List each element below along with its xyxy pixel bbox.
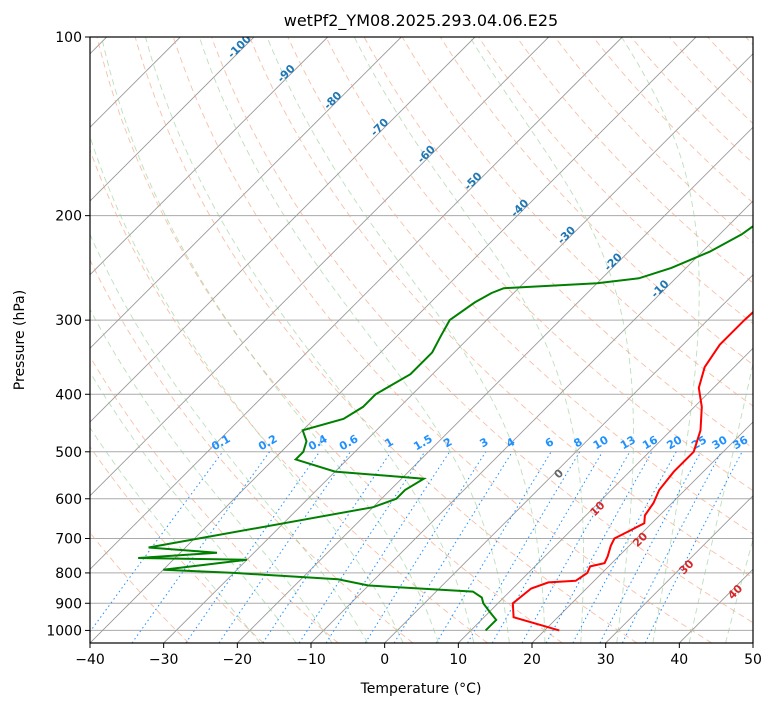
dry-adiabat-line: [211, 37, 753, 624]
dry-adiabat-line: [401, 37, 753, 407]
dry-adiabat-line: [134, 37, 638, 643]
moist-adiabat-line: [145, 37, 475, 643]
isotherm-line: [90, 37, 697, 643]
moist-adiabat-line: [90, 135, 404, 643]
moist-adiabat-line: [725, 537, 753, 643]
mixing-ratio-line: [521, 451, 631, 643]
x-tick-label: 40: [670, 652, 688, 668]
moist-adiabat-line: [621, 37, 700, 643]
y-axis-label: Pressure (hPa): [12, 290, 28, 390]
y-tick-label: 300: [55, 313, 82, 329]
x-tick-label: 20: [523, 652, 541, 668]
isotherm-line: [457, 347, 753, 643]
x-tick-label: −20: [223, 652, 253, 668]
moist-adiabat-line: [90, 233, 369, 643]
mixing-ratio-line: [467, 451, 581, 643]
dry-adiabat-line: [592, 37, 753, 204]
plot-frame: [89, 36, 754, 644]
mixing-ratio-line: [325, 451, 451, 643]
x-tick-label: 30: [597, 652, 615, 668]
moist-adiabat-line: [266, 37, 546, 643]
isotherm-line: [163, 53, 753, 643]
isotherm-line: [90, 37, 476, 423]
dry-adiabat-line: [516, 37, 753, 284]
y-tick-label: 500: [55, 445, 82, 461]
x-tick-label: 50: [744, 652, 762, 668]
isotherm-line: [90, 37, 255, 202]
isotherm-line: [236, 126, 753, 643]
x-tick-label: 10: [449, 652, 467, 668]
mixing-ratio-line: [572, 451, 677, 643]
mixing-ratio-line: [364, 451, 487, 643]
y-tick-label: 400: [55, 387, 82, 403]
y-tick-label: 800: [55, 566, 82, 582]
y-tick-label: 700: [55, 532, 82, 548]
dry-adiabat-line: [249, 37, 753, 579]
mixing-ratio-line: [131, 451, 271, 643]
moist-adiabat-line: [90, 426, 261, 643]
dewpoint-profile: [138, 225, 753, 632]
mixing-ratio-line: [298, 451, 426, 643]
mixing-ratio-line: [185, 451, 321, 643]
mixing-ratio-line: [545, 451, 653, 643]
moist-adiabat-line: [353, 37, 584, 643]
x-tick-label: 0: [380, 652, 389, 668]
isotherm-line: [531, 421, 753, 643]
mixing-ratio-line: [435, 451, 552, 643]
y-tick-label: 200: [55, 209, 82, 225]
isotherm-line: [90, 37, 402, 349]
isotherm-line: [90, 37, 550, 497]
dry-adiabat-line: [90, 445, 264, 643]
dry-adiabat-line: [630, 37, 753, 164]
y-tick-label: 1000: [46, 623, 82, 639]
y-tick-label: 100: [55, 30, 82, 46]
chart-title: wetPf2_YM08.2025.293.04.06.E25: [284, 11, 558, 31]
moist-adiabat-line: [688, 361, 753, 643]
moist-adiabat-line: [101, 37, 439, 643]
x-axis: −40 −30 −20 −10 0 10 20 30 40 50: [75, 643, 762, 668]
y-tick-label: 600: [55, 492, 82, 508]
dry-adiabat-line: [478, 37, 753, 325]
moist-adiabat-line: [90, 308, 333, 643]
x-tick-label: −40: [75, 652, 105, 668]
isotherm-line: [384, 274, 753, 643]
dry-adiabat-line: [172, 37, 712, 643]
x-axis-label: Temperature (°C): [360, 681, 482, 697]
moist-adiabat-line: [90, 371, 297, 643]
isotherm-line: [90, 37, 329, 276]
isotherm-line: [605, 495, 753, 643]
y-axis: 100 200 300 400 500 600 700 800 900 1000: [46, 30, 90, 639]
isotherm-line: [90, 37, 623, 570]
dry-adiabat-line: [363, 37, 753, 449]
y-tick-label: 900: [55, 596, 82, 612]
dry-adiabat-line: [325, 37, 753, 492]
x-tick-label: −10: [296, 652, 326, 668]
mixing-ratio-line: [393, 451, 513, 643]
x-tick-label: −30: [149, 652, 179, 668]
temperature-profile: [511, 310, 753, 632]
mixing-ratio-line: [491, 451, 603, 643]
moist-adiabat-line: [198, 37, 510, 643]
